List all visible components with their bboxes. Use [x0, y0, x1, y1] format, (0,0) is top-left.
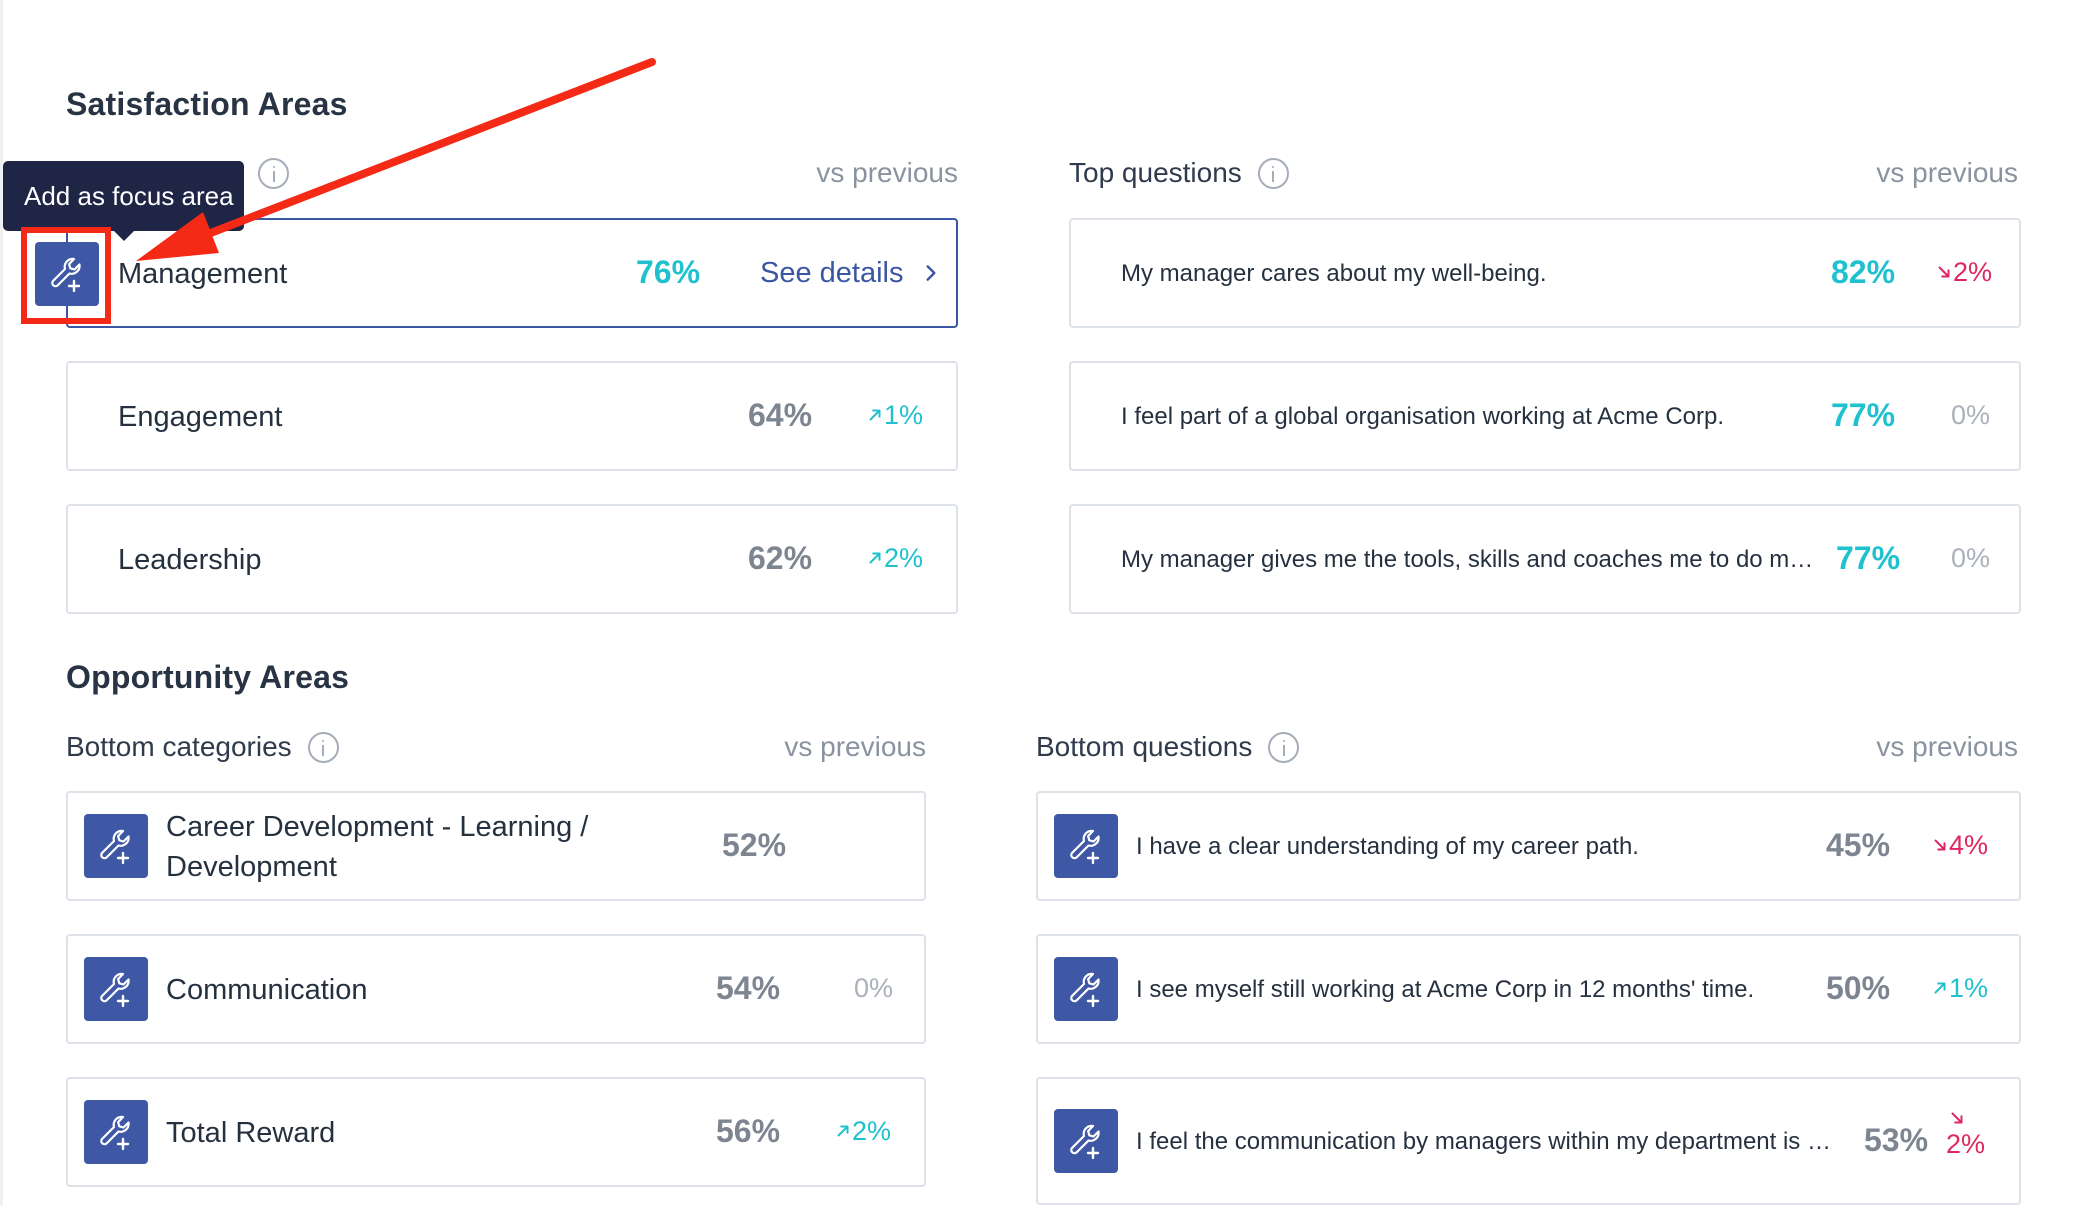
top-questions-header: Top questions	[1069, 153, 1289, 193]
add-focus-area-button[interactable]	[35, 242, 99, 306]
category-score: 64%	[748, 397, 813, 433]
bottom-questions-header: Bottom questions	[1036, 727, 1300, 767]
vs-previous-label: vs previous	[784, 731, 926, 762]
category-card-management[interactable]: Management 76% See details	[66, 218, 958, 328]
info-icon[interactable]	[307, 731, 339, 763]
top-categories-header	[258, 153, 289, 193]
see-details-link[interactable]: See details	[760, 257, 942, 290]
category-score: 76%	[636, 254, 701, 290]
bottom-categories-header: Bottom categories	[66, 727, 339, 767]
add-focus-area-button[interactable]	[1054, 814, 1118, 878]
question-score: 77%	[1836, 540, 1901, 576]
question-score: 82%	[1831, 254, 1896, 290]
trend-delta: 0%	[1951, 543, 1991, 573]
category-name: Leadership	[118, 544, 262, 576]
category-card-engagement[interactable]: Engagement 64% 1%	[66, 361, 958, 471]
top-question-card[interactable]: My manager gives me the tools, skills an…	[1069, 504, 2021, 614]
bottom-category-card[interactable]: Total Reward 56% 2%	[66, 1077, 926, 1187]
add-focus-area-button[interactable]	[84, 1100, 148, 1164]
info-icon[interactable]	[258, 157, 289, 189]
chevron-right-icon	[926, 265, 936, 281]
bottom-category-card[interactable]: Career Development - Learning / Developm…	[66, 791, 926, 901]
trend-delta: 1%	[866, 400, 923, 431]
trend-delta: 0%	[854, 973, 894, 1003]
vs-previous-label: vs previous	[816, 157, 958, 188]
vs-previous-label: vs previous	[1876, 157, 2018, 188]
top-question-card[interactable]: I feel part of a global organisation wor…	[1069, 361, 2021, 471]
category-name: Communication	[166, 974, 368, 1006]
category-score: 54%	[716, 970, 781, 1006]
bottom-categories-label: Bottom categories	[66, 731, 292, 762]
category-score: 62%	[748, 540, 813, 576]
tooltip-tail	[114, 231, 134, 241]
bottom-question-card[interactable]: I see myself still working at Acme Corp …	[1036, 934, 2021, 1044]
info-icon[interactable]	[1257, 157, 1289, 189]
question-score: 45%	[1826, 827, 1891, 863]
add-focus-area-button[interactable]	[1054, 957, 1118, 1021]
trend-delta: 2%	[866, 543, 923, 574]
category-name: Engagement	[118, 401, 283, 433]
question-score: 50%	[1826, 970, 1891, 1006]
satisfaction-areas-title: Satisfaction Areas	[66, 86, 348, 122]
question-score: 53%	[1864, 1122, 1929, 1158]
bottom-question-card[interactable]: I feel the communication by managers wit…	[1036, 1077, 2021, 1205]
opportunity-areas-title: Opportunity Areas	[66, 659, 350, 695]
category-score: 56%	[716, 1113, 781, 1149]
top-questions-label: Top questions	[1069, 157, 1242, 188]
trend-delta: 2%	[834, 1116, 891, 1147]
add-focus-area-button[interactable]	[84, 957, 148, 1021]
info-icon[interactable]	[1268, 731, 1300, 763]
bottom-category-card[interactable]: Communication 54% 0%	[66, 934, 926, 1044]
vs-previous-label: vs previous	[1876, 731, 2018, 762]
add-focus-area-button[interactable]	[1054, 1109, 1118, 1173]
bottom-question-card[interactable]: I have a clear understanding of my caree…	[1036, 791, 2021, 901]
category-name: Total Reward	[166, 1117, 336, 1149]
add-focus-area-button[interactable]	[84, 814, 148, 878]
question-score: 77%	[1831, 397, 1896, 433]
trend-delta: 4%	[1931, 830, 1988, 861]
top-question-card[interactable]: My manager cares about my well-being. 82…	[1069, 218, 2021, 328]
trend-delta: 2%	[1935, 257, 1992, 288]
category-name: Career Development - Learning / Developm…	[166, 811, 589, 883]
trend-delta: 1%	[1931, 973, 1988, 1004]
bottom-questions-label: Bottom questions	[1036, 731, 1253, 762]
category-score: 52%	[722, 827, 787, 863]
page-left-border	[0, 0, 3, 1206]
trend-delta: 0%	[1951, 400, 1991, 430]
category-name: Management	[118, 258, 288, 290]
annotation-highlight-box	[21, 227, 111, 324]
trend-delta: 2%	[1946, 1109, 1985, 1159]
category-card-leadership[interactable]: Leadership 62% 2%	[66, 504, 958, 614]
